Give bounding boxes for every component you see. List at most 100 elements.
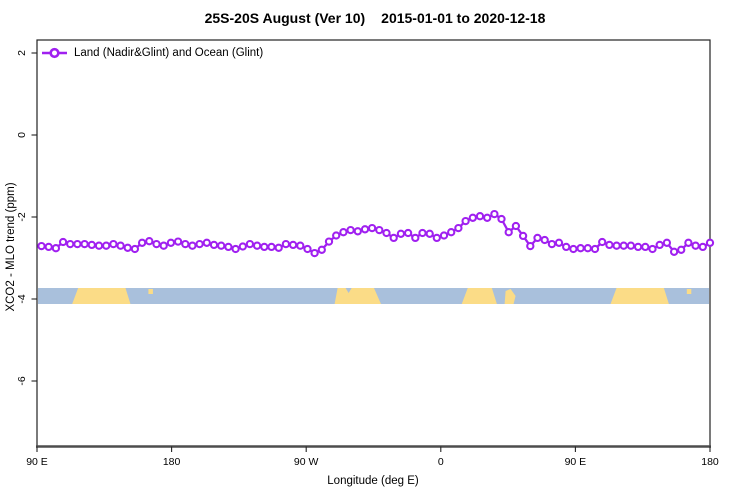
y-axis-label: XCO2 - MLO trend (ppm) — [5, 182, 17, 312]
x-tick-label: 0 — [437, 456, 444, 468]
data-point — [677, 245, 686, 254]
data-point — [705, 238, 715, 247]
x-axis-label: Longitude (deg E) — [327, 475, 419, 487]
data-point — [195, 239, 204, 249]
data-point — [497, 214, 506, 224]
data-point — [403, 228, 413, 238]
data-point — [655, 240, 664, 250]
data-point — [576, 244, 585, 253]
data-point — [102, 241, 111, 250]
data-point — [80, 239, 89, 249]
data-point — [217, 241, 226, 250]
data-point — [260, 242, 269, 252]
y-tick-label: -6 — [16, 376, 28, 386]
data-point — [267, 242, 276, 252]
data-point — [332, 231, 341, 240]
legend-marker-icon — [49, 47, 60, 59]
data-point — [303, 244, 312, 254]
x-tick-label: 90 W — [293, 456, 319, 468]
data-point — [231, 244, 240, 254]
data-point — [598, 237, 607, 247]
data-point — [51, 244, 61, 253]
data-point — [698, 242, 707, 252]
data-point — [475, 212, 485, 221]
y-tick-label: -2 — [16, 212, 28, 222]
data-point — [626, 241, 636, 250]
data-point — [202, 238, 211, 247]
data-point — [540, 235, 549, 245]
data-point — [116, 241, 125, 250]
data-point — [73, 239, 82, 249]
data-point — [310, 248, 319, 258]
data-point — [66, 239, 75, 249]
data-point — [37, 241, 46, 251]
data-point — [533, 233, 542, 243]
data-point — [245, 239, 255, 249]
data-point — [367, 223, 377, 233]
data-point — [274, 243, 283, 252]
data-point — [346, 225, 355, 235]
data-point — [669, 247, 679, 256]
data-point — [483, 213, 492, 222]
legend-label: Land (Nadir&Glint) and Ocean (Glint) — [74, 47, 264, 59]
data-point — [504, 228, 513, 237]
map-strip-land-new-caledonia-east-copy — [686, 289, 692, 294]
data-point — [109, 239, 118, 249]
chart-title-range: 25S-20S August (Ver 10) — [204, 10, 366, 26]
data-point — [641, 242, 650, 252]
data-point — [633, 242, 643, 252]
data-point — [87, 240, 96, 250]
data-point — [432, 233, 441, 243]
data-point — [554, 238, 564, 247]
data-point — [166, 238, 176, 247]
data-point — [648, 244, 657, 254]
data-point — [569, 244, 578, 254]
data-point — [173, 237, 183, 246]
data-point — [411, 233, 420, 243]
data-point — [511, 221, 521, 231]
data-point — [152, 239, 161, 249]
y-tick-label: 2 — [16, 50, 28, 56]
y-tick-label: -4 — [16, 294, 28, 304]
data-point — [396, 229, 406, 238]
data-point — [425, 229, 434, 238]
data-point — [224, 242, 233, 252]
data-point — [612, 241, 621, 250]
data-point — [317, 245, 326, 254]
x-tick-label: 90 E — [564, 456, 587, 468]
data-point — [518, 231, 528, 241]
x-tick-label: 180 — [701, 456, 719, 468]
data-point — [288, 240, 298, 250]
data-point — [181, 239, 190, 249]
data-point — [461, 216, 470, 226]
data-point — [389, 233, 398, 243]
data-point — [375, 225, 384, 235]
data-point — [238, 242, 247, 251]
data-point — [526, 241, 535, 251]
data-point — [145, 237, 154, 246]
map-strip-land-africa — [461, 288, 497, 304]
data-point — [130, 244, 140, 254]
data-point — [382, 228, 391, 238]
map-strip-land-madagascar — [504, 289, 516, 304]
x-tick-label: 90 E — [26, 456, 48, 468]
data-point — [662, 238, 672, 247]
data-point — [605, 240, 614, 250]
data-point — [324, 237, 334, 246]
map-strip-land-australia-west-copy — [72, 288, 131, 304]
data-point — [583, 244, 592, 253]
data-point — [562, 242, 571, 252]
data-point — [490, 209, 499, 219]
data-point — [590, 244, 600, 254]
y-tick-label: 0 — [16, 132, 28, 138]
data-point — [691, 241, 700, 250]
data-point — [439, 231, 449, 240]
data-point — [123, 243, 132, 252]
map-strip-land-australia-east-copy — [610, 288, 669, 304]
data-point — [159, 241, 168, 250]
data-point — [684, 238, 693, 247]
data-point — [44, 242, 53, 252]
data-point — [353, 227, 362, 236]
